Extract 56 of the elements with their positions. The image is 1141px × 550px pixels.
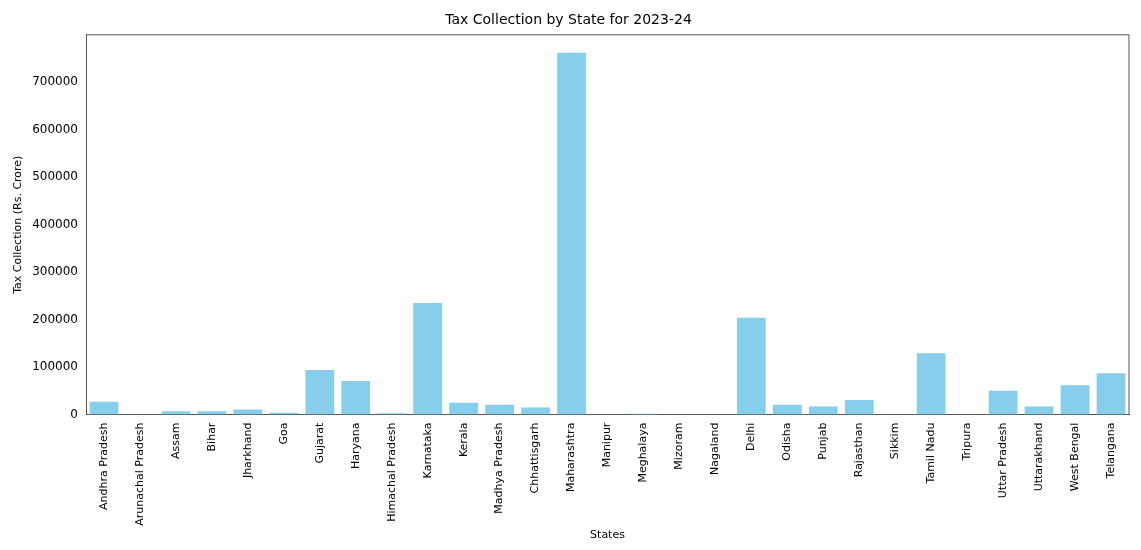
bar — [736, 317, 766, 415]
x-tick-label: Bihar — [204, 422, 218, 452]
x-tick-label: Uttar Pradesh — [995, 422, 1009, 499]
x-tick-label: Punjab — [816, 422, 830, 460]
x-tick-label: Karnataka — [420, 422, 434, 479]
x-tick-label: West Bengal — [1067, 422, 1081, 492]
x-tick-label: Telangana — [1103, 422, 1117, 480]
y-tick-label: 300000 — [32, 264, 79, 279]
x-tick-label: Uttarakhand — [1031, 422, 1045, 492]
bar — [413, 303, 443, 415]
bar — [89, 401, 119, 415]
x-tick-label: Haryana — [348, 422, 362, 470]
bar — [1060, 385, 1090, 415]
bar — [1096, 373, 1126, 415]
x-tick-label: Delhi — [744, 422, 758, 451]
x-tick-label: Manipur — [600, 422, 614, 468]
bar — [521, 407, 550, 415]
x-tick-label: Arunachal Pradesh — [132, 422, 146, 526]
y-axis-title: Tax Collection (Rs. Crore) — [11, 155, 25, 295]
chart-title: Tax Collection by State for 2023-24 — [444, 11, 692, 28]
x-tick-label: Jharkhand — [240, 422, 254, 480]
bar — [485, 404, 514, 415]
y-tick-label: 0 — [70, 406, 79, 421]
x-tick-label: Gujarat — [312, 421, 326, 464]
x-axis-title: States — [590, 528, 626, 542]
x-tick-label: Assam — [168, 422, 182, 460]
x-tick-label: Tamil Nadu — [924, 422, 938, 485]
y-tick-label: 500000 — [32, 169, 79, 184]
bar — [844, 399, 874, 415]
x-tick-label: Madhya Pradesh — [492, 422, 506, 514]
y-tick-label: 600000 — [32, 121, 79, 136]
x-tick-label: Tripura — [960, 422, 974, 462]
x-tick-label: Maharashtra — [564, 422, 578, 493]
y-tick-label: 200000 — [32, 311, 79, 326]
bar — [557, 52, 586, 415]
x-tick-label: Chhattisgarh — [528, 422, 542, 494]
x-tick-label: Odisha — [780, 422, 794, 461]
x-tick-label: Meghalaya — [636, 422, 650, 483]
x-tick-label: Rajasthan — [852, 422, 866, 478]
x-tick-label: Andhra Pradesh — [96, 422, 110, 510]
y-tick-label: 400000 — [32, 216, 79, 231]
bar — [341, 380, 371, 415]
x-tick-label: Himachal Pradesh — [384, 422, 398, 522]
bar — [772, 404, 802, 415]
bar — [305, 369, 335, 415]
x-tick-label: Kerala — [456, 422, 470, 458]
y-tick-label: 100000 — [32, 359, 79, 374]
x-tick-label: Sikkim — [888, 422, 902, 460]
bar — [449, 402, 479, 415]
x-tick-label: Nagaland — [708, 422, 722, 476]
y-tick-label: 700000 — [32, 74, 79, 89]
x-tick-label: Goa — [276, 422, 290, 445]
bar — [916, 353, 946, 415]
x-tick-label: Mizoram — [672, 422, 686, 470]
bar — [988, 390, 1018, 415]
bar — [233, 409, 263, 415]
